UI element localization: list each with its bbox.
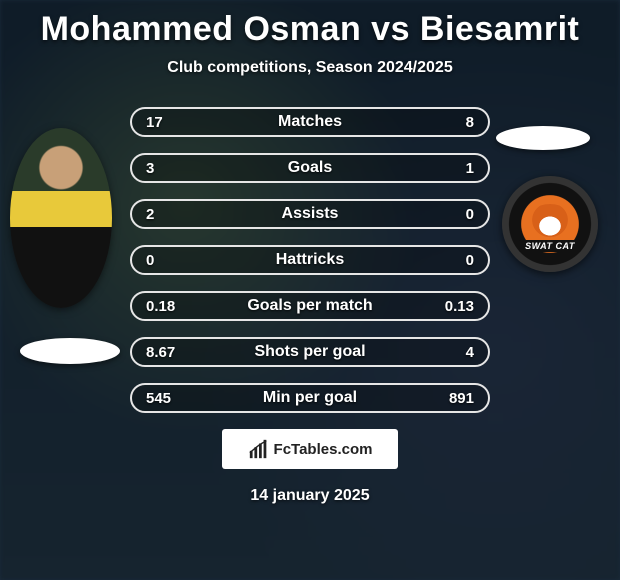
stat-label: Hattricks xyxy=(202,251,418,269)
stat-left-value: 17 xyxy=(132,114,202,131)
stat-left-value: 545 xyxy=(132,390,202,407)
stat-row: 3Goals1 xyxy=(130,153,490,183)
date-text: 14 january 2025 xyxy=(0,487,620,505)
stat-left-value: 2 xyxy=(132,206,202,223)
stat-label: Min per goal xyxy=(202,389,418,407)
stat-label: Goals xyxy=(202,159,418,177)
stat-row: 2Assists0 xyxy=(130,199,490,229)
stat-right-value: 891 xyxy=(418,390,488,407)
player-right-badge: SWAT CAT xyxy=(502,176,598,272)
badge-cat-icon xyxy=(525,204,575,244)
stat-label: Goals per match xyxy=(202,297,418,315)
stat-row: 17Matches8 xyxy=(130,107,490,137)
stat-left-value: 0.18 xyxy=(132,298,202,315)
stat-right-value: 4 xyxy=(418,344,488,361)
stat-right-value: 1 xyxy=(418,160,488,177)
stats-table: 17Matches83Goals12Assists00Hattricks00.1… xyxy=(130,107,490,413)
page-title: Mohammed Osman vs Biesamrit xyxy=(0,0,620,49)
stat-row: 0.18Goals per match0.13 xyxy=(130,291,490,321)
stat-right-value: 0 xyxy=(418,252,488,269)
stat-left-value: 0 xyxy=(132,252,202,269)
stat-row: 8.67Shots per goal4 xyxy=(130,337,490,367)
stat-left-value: 8.67 xyxy=(132,344,202,361)
chart-icon xyxy=(248,438,270,460)
stat-row: 0Hattricks0 xyxy=(130,245,490,275)
stat-left-value: 3 xyxy=(132,160,202,177)
badge-text: SWAT CAT xyxy=(519,240,581,252)
player-right-name-pill xyxy=(496,126,590,150)
stat-right-value: 8 xyxy=(418,114,488,131)
player-left-photo xyxy=(10,128,112,308)
footer-brand-text: FcTables.com xyxy=(274,441,373,458)
stat-label: Matches xyxy=(202,113,418,131)
stat-right-value: 0 xyxy=(418,206,488,223)
stat-label: Shots per goal xyxy=(202,343,418,361)
stat-right-value: 0.13 xyxy=(418,298,488,315)
player-left-name-pill xyxy=(20,338,120,364)
stat-row: 545Min per goal891 xyxy=(130,383,490,413)
footer-brand: FcTables.com xyxy=(222,429,398,469)
stat-label: Assists xyxy=(202,205,418,223)
subtitle: Club competitions, Season 2024/2025 xyxy=(0,59,620,77)
